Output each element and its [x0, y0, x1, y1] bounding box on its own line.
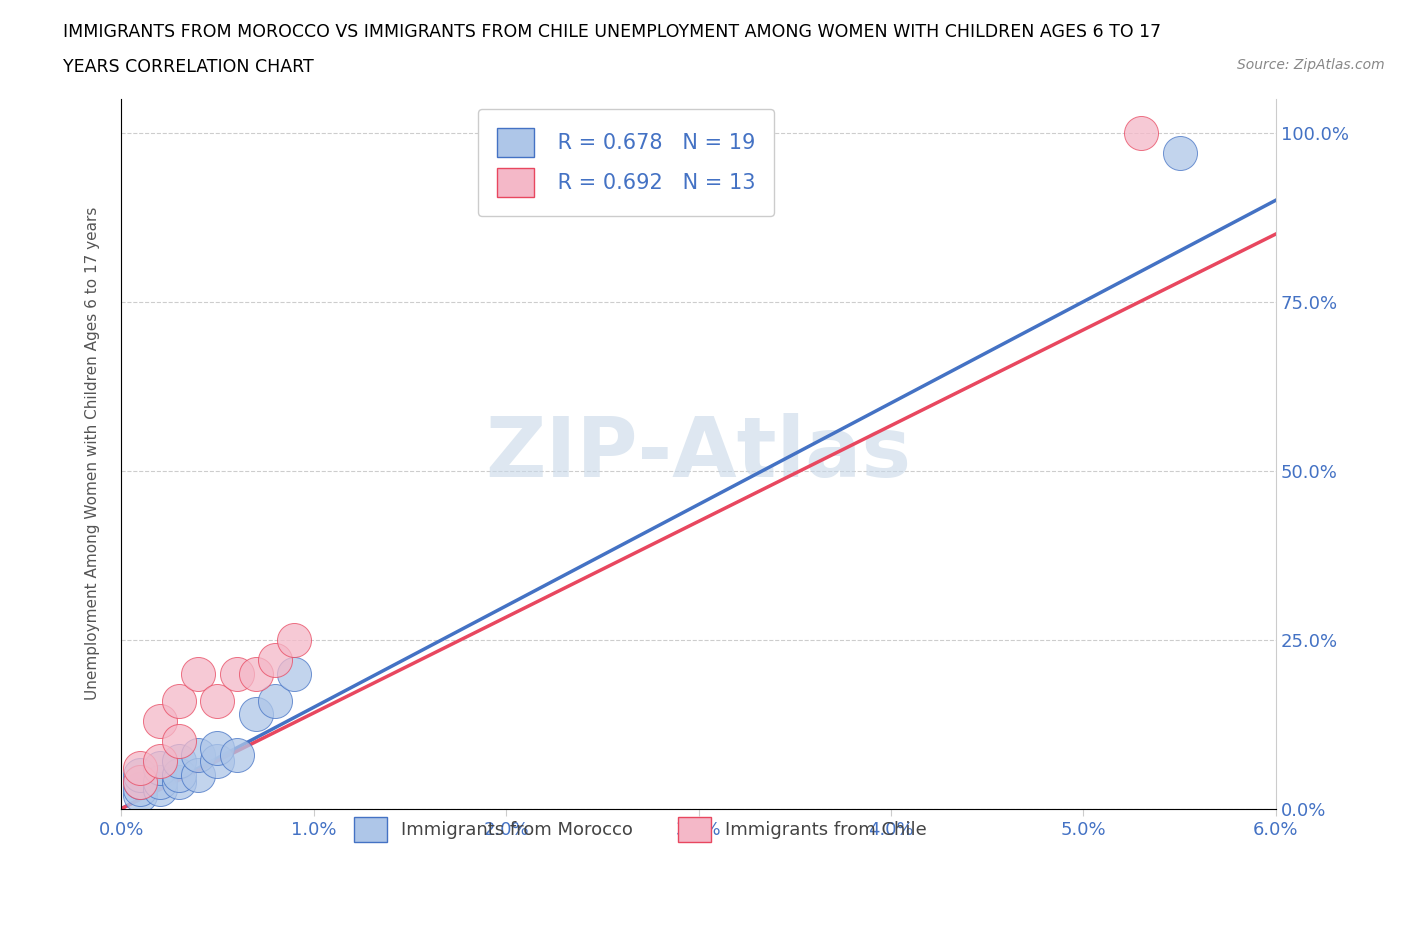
Point: [129, 775, 152, 790]
Point: [167, 767, 190, 782]
Point: [129, 761, 152, 776]
Y-axis label: Unemployment Among Women with Children Ages 6 to 17 years: Unemployment Among Women with Children A…: [86, 207, 100, 700]
Point: [187, 767, 209, 782]
Point: [1168, 145, 1191, 160]
Point: [207, 754, 229, 769]
Point: [283, 632, 305, 647]
Point: [1130, 125, 1153, 140]
Point: [149, 761, 172, 776]
Point: [207, 740, 229, 755]
Point: [167, 693, 190, 708]
Text: ZIP­Atlas: ZIP­Atlas: [485, 413, 911, 494]
Text: IMMIGRANTS FROM MOROCCO VS IMMIGRANTS FROM CHILE UNEMPLOYMENT AMONG WOMEN WITH C: IMMIGRANTS FROM MOROCCO VS IMMIGRANTS FR…: [63, 23, 1161, 41]
Point: [129, 781, 152, 796]
Point: [149, 754, 172, 769]
Point: [149, 775, 172, 790]
Point: [129, 767, 152, 782]
Point: [149, 713, 172, 728]
Legend: Immigrants from Morocco, Immigrants from Chile: Immigrants from Morocco, Immigrants from…: [347, 809, 935, 849]
Point: [245, 666, 267, 681]
Text: Source: ZipAtlas.com: Source: ZipAtlas.com: [1237, 58, 1385, 72]
Point: [225, 666, 247, 681]
Point: [264, 693, 287, 708]
Point: [283, 666, 305, 681]
Point: [129, 775, 152, 790]
Point: [245, 707, 267, 722]
Point: [187, 748, 209, 763]
Point: [129, 788, 152, 803]
Point: [225, 748, 247, 763]
Point: [187, 666, 209, 681]
Point: [264, 653, 287, 668]
Text: YEARS CORRELATION CHART: YEARS CORRELATION CHART: [63, 58, 314, 75]
Point: [167, 775, 190, 790]
Point: [167, 734, 190, 749]
Point: [207, 693, 229, 708]
Point: [167, 754, 190, 769]
Point: [149, 781, 172, 796]
